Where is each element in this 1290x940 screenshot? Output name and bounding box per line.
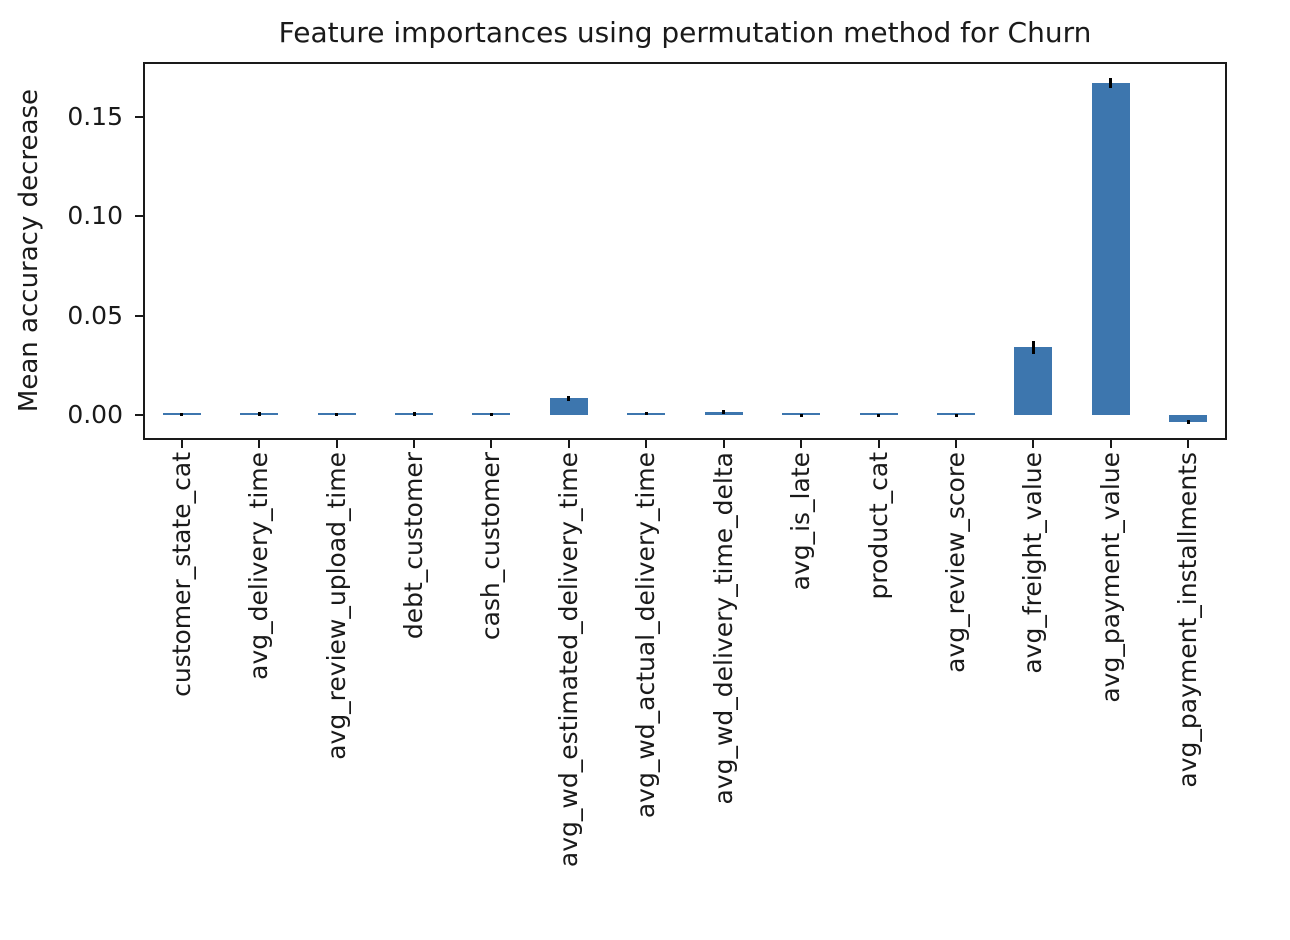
x-tick-mark (955, 440, 957, 448)
y-tick-mark (135, 314, 143, 317)
bar-avg_review_score (937, 413, 975, 416)
x-tick-label: avg_payment_installments (1173, 452, 1203, 788)
error-bar-avg_review_upload_time (335, 413, 339, 417)
y-tick-label: 0.10 (67, 201, 123, 231)
x-tick-label: avg_review_upload_time (321, 452, 351, 760)
x-tick-label: avg_wd_actual_delivery_time (631, 452, 661, 819)
x-tick-mark (877, 440, 880, 448)
error-bar-cash_customer (489, 413, 493, 417)
x-tick-label: avg_freight_value (1018, 452, 1048, 674)
error-bar-avg_payment_installments (1186, 420, 1190, 425)
x-tick-label: cash_customer (476, 452, 506, 641)
x-tick-label: avg_wd_estimated_delivery_time (553, 452, 583, 868)
bar-avg_wd_estimated_delivery_time (549, 398, 588, 416)
bar-avg_payment_installments (1169, 415, 1208, 423)
y-axis-label: Mean accuracy decrease (14, 89, 44, 413)
x-tick-mark (722, 440, 725, 448)
y-tick-label: 0.15 (67, 101, 123, 131)
x-tick-label: avg_is_late (786, 452, 816, 591)
error-bar-avg_freight_value (1031, 340, 1035, 355)
chart-title: Feature importances using permutation me… (278, 16, 1092, 49)
y-tick-label: 0.00 (67, 400, 123, 430)
x-tick-mark (258, 440, 261, 448)
x-tick-label: avg_delivery_time (244, 452, 274, 680)
bar-avg_payment_value (1091, 82, 1130, 416)
error-bar-avg_review_score (954, 414, 958, 418)
y-tick-mark (135, 414, 143, 417)
x-tick-label: avg_review_score (941, 452, 970, 673)
bar-avg_freight_value (1014, 347, 1053, 416)
x-tick-label: customer_state_cat (166, 452, 196, 697)
x-tick-label: avg_payment_value (1095, 452, 1125, 703)
error-bar-product_cat (877, 414, 881, 418)
x-tick-mark (1109, 440, 1112, 448)
x-tick-mark (490, 440, 493, 448)
x-tick-mark (800, 440, 803, 448)
x-tick-label: avg_wd_delivery_time_delta (708, 452, 738, 805)
error-bar-avg_wd_delivery_time_delta (722, 410, 726, 415)
x-tick-mark (567, 440, 570, 448)
x-tick-mark (1032, 440, 1035, 448)
error-bar-debt_customer (412, 411, 416, 416)
y-tick-label: 0.05 (67, 300, 123, 330)
x-tick-mark (413, 440, 415, 448)
x-tick-mark (645, 440, 648, 448)
x-tick-mark (1187, 440, 1190, 448)
x-tick-mark (180, 440, 183, 448)
error-bar-customer_state_cat (180, 413, 184, 417)
error-bar-avg_payment_value (1109, 77, 1113, 88)
error-bar-avg_is_late (799, 413, 803, 417)
error-bar-avg_wd_estimated_delivery_time (567, 395, 571, 401)
error-bar-avg_delivery_time (257, 411, 261, 416)
plot-area (143, 62, 1227, 440)
x-tick-label: debt_customer (399, 452, 428, 640)
bar-product_cat (859, 413, 898, 416)
x-tick-label: product_cat (863, 452, 893, 600)
y-tick-mark (135, 115, 143, 118)
x-tick-mark (335, 440, 338, 448)
y-tick-mark (135, 215, 143, 218)
error-bar-avg_wd_actual_delivery_time (644, 411, 648, 416)
